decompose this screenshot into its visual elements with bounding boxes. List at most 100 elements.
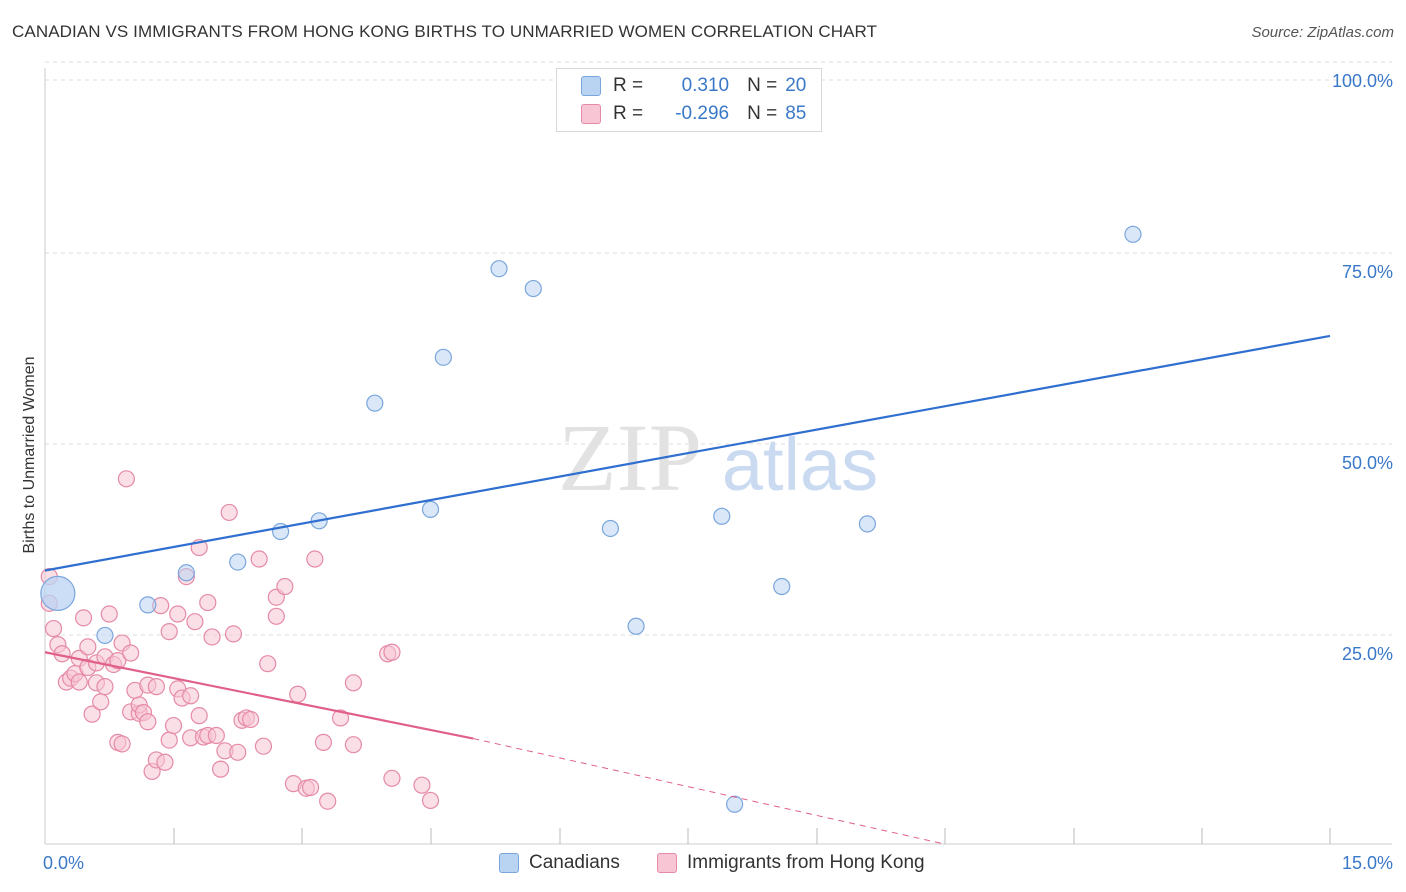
data-point bbox=[421, 500, 440, 518]
data-point bbox=[524, 279, 542, 298]
data-point bbox=[267, 607, 285, 625]
legend-row-hong-kong: R = -0.296 N = 85 bbox=[581, 101, 806, 127]
r-label: R = bbox=[613, 75, 644, 96]
data-point bbox=[160, 731, 178, 749]
y-tick-label: 100.0% bbox=[1332, 71, 1393, 91]
canadians-swatch-icon bbox=[581, 76, 601, 96]
data-point bbox=[250, 550, 268, 568]
data-point bbox=[773, 577, 791, 596]
source-label: Source: ZipAtlas.com bbox=[1251, 24, 1394, 41]
data-point bbox=[160, 623, 178, 641]
r-value: 0.310 bbox=[681, 75, 730, 96]
data-point bbox=[147, 678, 165, 696]
trend-line-hong-kong bbox=[44, 651, 474, 740]
data-point bbox=[139, 713, 157, 731]
data-point bbox=[858, 515, 877, 533]
data-point bbox=[229, 743, 247, 761]
data-point bbox=[490, 260, 508, 278]
y-tick-label: 25.0% bbox=[1342, 644, 1393, 664]
data-point bbox=[713, 507, 731, 525]
data-point bbox=[242, 710, 260, 729]
n-label: N = bbox=[747, 75, 778, 96]
x-tick-label: 15.0% bbox=[1342, 853, 1393, 873]
data-point bbox=[100, 605, 118, 623]
watermark: ZIP atlas bbox=[558, 404, 878, 511]
data-point bbox=[301, 778, 320, 797]
data-point bbox=[40, 575, 76, 612]
data-point bbox=[366, 394, 384, 412]
data-point bbox=[109, 652, 127, 670]
data-point bbox=[434, 348, 452, 366]
data-point bbox=[726, 795, 744, 813]
chart-title: CANADIAN VS IMMIGRANTS FROM HONG KONG BI… bbox=[12, 22, 878, 41]
data-point bbox=[344, 674, 362, 692]
n-value: 20 bbox=[785, 75, 807, 96]
data-point bbox=[70, 673, 88, 691]
data-point bbox=[319, 792, 337, 810]
data-point bbox=[212, 760, 230, 778]
legend-label: Canadians bbox=[529, 852, 620, 873]
trend-line-hong-kong-extension bbox=[473, 738, 945, 845]
data-point bbox=[79, 638, 97, 656]
canadians-swatch-icon bbox=[499, 853, 519, 873]
data-point bbox=[601, 519, 620, 538]
data-point bbox=[627, 617, 645, 635]
r-label: R = bbox=[613, 103, 644, 124]
y-axis-title: Births to Unmarried Women bbox=[21, 356, 38, 553]
data-point bbox=[421, 791, 440, 810]
x-tick-label: 0.0% bbox=[43, 853, 84, 873]
data-point bbox=[259, 655, 277, 673]
legend-label: Immigrants from Hong Kong bbox=[687, 852, 925, 873]
watermark-atlas: atlas bbox=[722, 423, 878, 506]
data-point bbox=[254, 737, 273, 755]
data-point bbox=[224, 625, 243, 643]
trend-lines bbox=[44, 334, 1331, 845]
legend-item-hong-kong[interactable]: Immigrants from Hong Kong bbox=[657, 852, 925, 874]
data-point bbox=[413, 776, 431, 794]
data-point bbox=[96, 678, 114, 696]
data-point bbox=[92, 693, 110, 711]
data-point bbox=[139, 596, 157, 614]
data-point bbox=[186, 613, 204, 631]
hong-kong-swatch-icon bbox=[657, 853, 677, 873]
data-point bbox=[156, 753, 174, 771]
data-point bbox=[182, 687, 200, 705]
series-legend: Canadians Immigrants from Hong Kong bbox=[0, 852, 1406, 878]
data-point bbox=[122, 644, 140, 662]
series-hong-kong-points bbox=[40, 470, 440, 810]
data-point bbox=[306, 550, 324, 568]
n-value: 85 bbox=[785, 103, 807, 124]
data-point bbox=[1124, 225, 1142, 243]
data-point bbox=[190, 707, 208, 725]
y-tick-labels: 25.0% 50.0% 75.0% 100.0% bbox=[1332, 71, 1393, 664]
data-point bbox=[314, 733, 333, 751]
data-point bbox=[276, 577, 294, 596]
legend-row-canadians: R = 0.310 N = 20 bbox=[581, 73, 806, 99]
data-point bbox=[96, 626, 114, 645]
y-tick-label: 75.0% bbox=[1342, 262, 1393, 282]
data-point bbox=[83, 705, 101, 723]
data-point bbox=[199, 593, 217, 612]
data-point bbox=[44, 619, 63, 638]
r-value: -0.296 bbox=[675, 103, 730, 124]
data-point bbox=[169, 605, 187, 623]
data-point bbox=[220, 503, 238, 522]
data-point bbox=[177, 564, 195, 582]
correlation-legend: R = 0.310 N = 20 R = -0.296 N = 85 bbox=[556, 68, 822, 132]
data-point bbox=[203, 628, 221, 646]
data-point bbox=[344, 736, 362, 754]
data-point bbox=[229, 553, 247, 571]
trend-line-canadians bbox=[44, 334, 1331, 572]
data-point bbox=[117, 470, 135, 488]
data-point bbox=[207, 726, 225, 745]
legend-item-canadians[interactable]: Canadians bbox=[499, 852, 620, 874]
data-point bbox=[164, 716, 183, 735]
n-label: N = bbox=[747, 103, 778, 124]
data-point bbox=[383, 769, 401, 787]
y-tick-label: 50.0% bbox=[1342, 453, 1393, 473]
grid bbox=[45, 61, 1392, 636]
hong-kong-swatch-icon bbox=[581, 104, 601, 124]
data-point bbox=[74, 609, 93, 627]
x-tick-labels: 0.0% 15.0% bbox=[43, 853, 1393, 873]
